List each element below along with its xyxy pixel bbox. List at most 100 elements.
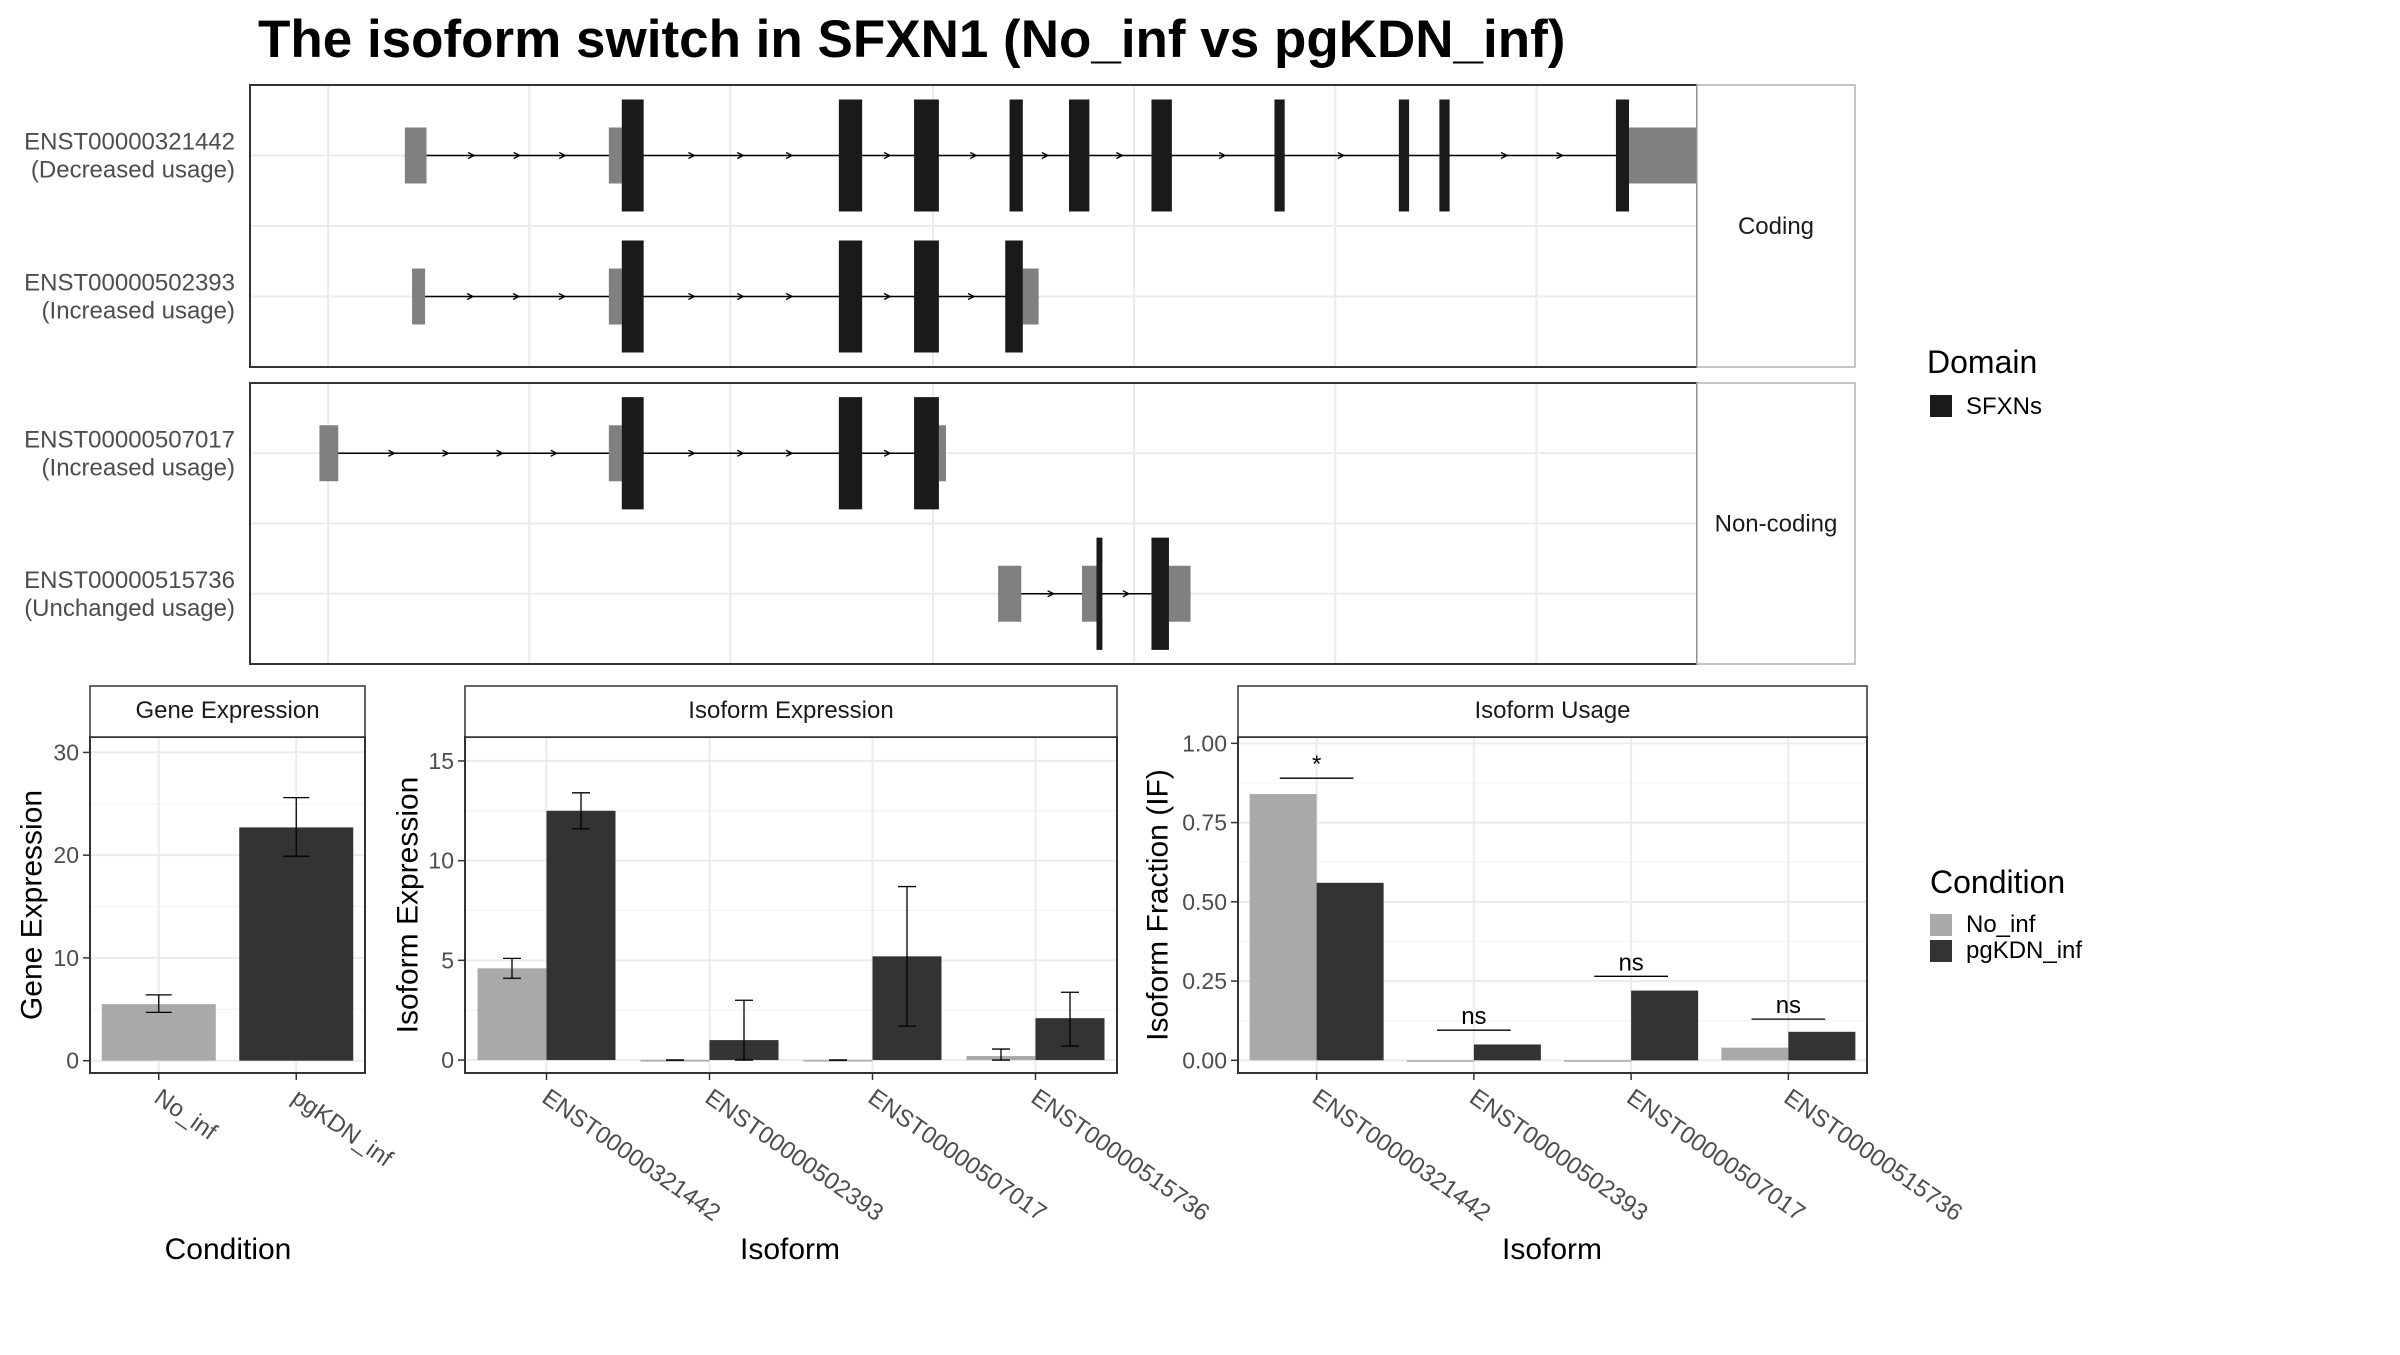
facet-strip-label: Coding bbox=[1738, 213, 1814, 240]
y-axis-title: Isoform Fraction (IF) bbox=[1142, 769, 1175, 1041]
y-tick-label: 15 bbox=[428, 748, 454, 774]
bar-No_inf-ENST00000321442 bbox=[477, 968, 547, 1061]
domain-sfxns bbox=[1005, 240, 1023, 353]
transcript-usage-label: (Increased usage) bbox=[42, 298, 235, 325]
significance-label: ns bbox=[1618, 949, 1643, 976]
bar-No_inf-ENST00000507017 bbox=[803, 1060, 873, 1062]
utr-exon bbox=[404, 127, 427, 184]
bar-pgKDN_inf-ENST00000515736 bbox=[1788, 1031, 1856, 1061]
strip-background bbox=[1696, 382, 1856, 665]
direction-arrow bbox=[558, 292, 567, 301]
x-tick-label: ENST00000321442 bbox=[537, 1084, 725, 1227]
domain-sfxns bbox=[1274, 99, 1285, 212]
y-axis-title: Isoform Expression bbox=[392, 777, 425, 1034]
direction-arrow bbox=[785, 292, 794, 301]
x-tick-label: ENST00000515736 bbox=[1026, 1084, 1214, 1227]
direction-arrow bbox=[736, 449, 745, 457]
direction-arrow bbox=[1556, 151, 1564, 160]
strip-background bbox=[1237, 685, 1868, 738]
utr-exon bbox=[998, 565, 1022, 622]
transcript-panel-coding: Coding bbox=[249, 84, 1856, 368]
direction-arrow bbox=[550, 449, 559, 457]
x-axis-title: Isoform bbox=[1502, 1233, 1602, 1266]
significance-label: ns bbox=[1461, 1003, 1486, 1030]
domain-sfxns bbox=[621, 397, 644, 510]
transcript-usage-label: (Decreased usage) bbox=[31, 157, 235, 184]
y-tick-label: 0 bbox=[441, 1047, 454, 1073]
direction-arrow bbox=[1500, 151, 1509, 160]
transcript-id-label: ENST00000321442 bbox=[24, 129, 235, 156]
y-axis-title: Gene Expression bbox=[16, 790, 49, 1020]
direction-arrow bbox=[883, 449, 892, 457]
direction-arrow bbox=[388, 449, 396, 457]
x-tick-label: pgKDN_inf bbox=[287, 1084, 398, 1173]
y-tick-label: 0.75 bbox=[1182, 810, 1227, 836]
direction-arrow bbox=[736, 292, 745, 301]
transcript-usage-label: (Increased usage) bbox=[42, 454, 235, 481]
domain-sfxns bbox=[1615, 99, 1629, 212]
domain-sfxns bbox=[914, 240, 939, 353]
strip-background bbox=[1696, 84, 1856, 368]
y-tick-label: 10 bbox=[428, 848, 454, 874]
panel-strip-title: Isoform Usage bbox=[1474, 697, 1630, 724]
domain-legend-key bbox=[1930, 395, 1952, 417]
direction-arrow bbox=[442, 449, 450, 457]
domain-sfxns bbox=[1069, 99, 1090, 212]
condition-legend-label: No_inf bbox=[1966, 911, 2036, 938]
bar-pgKDN_inf bbox=[239, 827, 354, 1061]
direction-arrow bbox=[969, 151, 978, 160]
domain-sfxns bbox=[914, 397, 939, 510]
y-tick-label: 0.00 bbox=[1182, 1047, 1227, 1073]
bar-pgKDN_inf-ENST00000507017 bbox=[1631, 990, 1699, 1061]
domain-sfxns bbox=[621, 240, 644, 353]
transcript-id-label: ENST00000507017 bbox=[24, 426, 235, 453]
bar-pgKDN_inf-ENST00000502393 bbox=[1473, 1044, 1541, 1061]
utr-exon bbox=[1022, 268, 1039, 325]
transcript-id-label: ENST00000515736 bbox=[24, 567, 235, 594]
y-tick-label: 0.50 bbox=[1182, 889, 1227, 915]
condition-legend-key bbox=[1930, 940, 1952, 962]
y-tick-label: 5 bbox=[441, 947, 454, 973]
bar-No_inf-ENST00000502393 bbox=[640, 1060, 710, 1062]
direction-arrow bbox=[688, 292, 696, 301]
direction-arrow bbox=[1047, 590, 1056, 598]
panel-strip-title: Isoform Expression bbox=[688, 697, 893, 724]
domain-sfxns bbox=[1096, 537, 1103, 650]
strip-background bbox=[89, 685, 366, 738]
utr-exon bbox=[412, 268, 426, 325]
utr-exon bbox=[938, 425, 947, 482]
domain-sfxns bbox=[1439, 99, 1450, 212]
direction-arrow bbox=[785, 449, 794, 457]
bar-panel-2: * ns ns ns Isoform Usage 0.00 0.25 0.50 0.75 1.00… bbox=[1142, 685, 1967, 1266]
panel-strip-title: Gene Expression bbox=[135, 697, 319, 724]
domain-sfxns bbox=[1151, 537, 1169, 650]
utr-exon bbox=[608, 268, 622, 325]
direction-arrow bbox=[883, 292, 892, 301]
domain-sfxns bbox=[1398, 99, 1410, 212]
transcript-ENST00000502393 bbox=[412, 240, 1039, 353]
direction-arrow bbox=[467, 151, 476, 160]
direction-arrow bbox=[496, 449, 505, 457]
condition-legend-label: pgKDN_inf bbox=[1966, 937, 2082, 964]
transcript-usage-label: (Unchanged usage) bbox=[24, 595, 235, 622]
bar-panel-0: Gene Expression 0 10 20 30 No_inf pgKDN_inf Gen… bbox=[16, 685, 398, 1266]
domain-sfxns bbox=[621, 99, 644, 212]
y-tick-label: 20 bbox=[53, 842, 79, 868]
transcript-panel-non-coding: Non-coding bbox=[249, 382, 1856, 665]
direction-arrow bbox=[1218, 151, 1227, 160]
y-tick-label: 0.25 bbox=[1182, 968, 1227, 994]
bar-No_inf-ENST00000507017 bbox=[1564, 1060, 1632, 1062]
direction-arrow bbox=[1116, 151, 1124, 160]
direction-arrow bbox=[512, 292, 521, 301]
direction-arrow bbox=[1337, 151, 1346, 160]
bar-No_inf bbox=[101, 1004, 216, 1061]
utr-exon bbox=[608, 127, 622, 184]
condition-legend-key bbox=[1930, 914, 1952, 936]
bar-No_inf-ENST00000321442 bbox=[1249, 794, 1317, 1061]
y-tick-label: 10 bbox=[53, 945, 79, 971]
domain-sfxns bbox=[1151, 99, 1172, 212]
strip-background bbox=[464, 685, 1118, 738]
domain-legend-title: Domain bbox=[1927, 344, 2037, 380]
y-tick-label: 1.00 bbox=[1182, 730, 1227, 756]
